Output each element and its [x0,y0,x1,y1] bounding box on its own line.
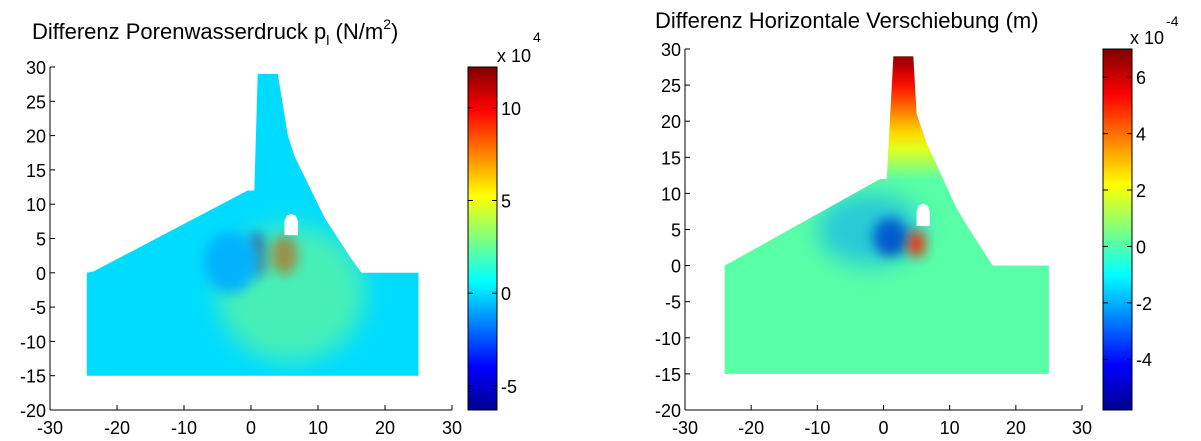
y-tick-label: -10 [655,329,681,349]
y-tick-label: 15 [26,161,46,181]
chart-left-colorbar-multiplier: x 104 [497,29,541,66]
chart-left-title: Differenz Porenwasserdruck pl (N/m2) [32,16,398,48]
x-tick-label: -30 [672,418,698,438]
crest-fade [724,178,1049,197]
x-tick-label: 30 [442,418,462,438]
chart-left: Differenz Porenwasserdruck pl (N/m2) -30… [20,16,541,438]
y-tick-label: 0 [671,257,681,277]
y-tick-label: 0 [36,264,46,284]
y-tick-label: -15 [655,365,681,385]
y-tick-label: 10 [661,184,681,204]
chart-right-colorbar-ticks: -4 -2 0 2 4 6 [1103,68,1152,370]
y-tick-label: 15 [661,148,681,168]
chart-right: Differenz Horizontale Verschiebung (m) -… [655,8,1179,438]
gallery-opening [284,213,298,236]
x-tick-label: 0 [246,418,256,438]
y-tick-label: 30 [26,58,46,78]
colorbar-tick-label: -5 [501,377,517,397]
y-tick-label: -20 [655,401,681,421]
y-tick-label: 30 [661,40,681,60]
colorbar-tick-label: 0 [501,284,511,304]
x-tick-label: 10 [940,418,960,438]
y-tick-label: -5 [665,293,681,313]
colorbar-tick-label: -2 [1136,294,1152,314]
y-tick-label: 25 [661,76,681,96]
colorbar-tick-label: 5 [501,191,511,211]
x-tick-label: 30 [1072,418,1092,438]
field-anomaly [817,193,924,266]
y-tick-label: -5 [30,298,46,318]
x-tick-label: -30 [37,418,63,438]
x-tick-label: -20 [104,418,130,438]
gallery-opening [916,203,930,226]
chart-left-colorbar-frame [467,66,498,411]
x-tick-label: 20 [1006,418,1026,438]
y-tick-label: 5 [671,221,681,241]
y-tick-label: -20 [20,401,46,421]
colorbar-tick-label: 0 [1136,237,1146,257]
y-tick-label: 20 [26,127,46,147]
field-anomaly [907,230,926,257]
chart-right-colorbar [1103,49,1132,410]
chart-right-title: Differenz Horizontale Verschiebung (m) [655,8,1039,33]
field-anomaly [204,231,258,294]
chart-right-colorbar-frame [1102,48,1133,411]
y-tick-label: -10 [20,332,46,352]
y-tick-label: 25 [26,92,46,112]
x-tick-label: 20 [375,418,395,438]
y-tick-label: 5 [36,230,46,250]
x-tick-label: -20 [738,418,764,438]
x-tick-label: -10 [171,418,197,438]
chart-left-field [86,73,419,376]
y-tick-label: 10 [26,195,46,215]
colorbar-tick-label: 2 [1136,181,1146,201]
colorbar-tick-label: 10 [501,99,521,119]
x-tick-label: 0 [878,418,888,438]
y-tick-label: -15 [20,367,46,387]
colorbar-tick-label: 4 [1136,125,1146,145]
colorbar-tick-label: 6 [1136,68,1146,88]
x-tick-label: -10 [804,418,830,438]
x-tick-label: 10 [308,418,328,438]
chart-left-colorbar [468,67,497,410]
chart-left-colorbar-ticks: -5 0 5 10 [468,99,521,397]
chart-right-colorbar-multiplier: x 10-4 [1130,13,1179,48]
y-tick-label: 20 [661,112,681,132]
colorbar-tick-label: -4 [1136,350,1152,370]
crest-gradient [724,56,1049,179]
chart-right-field [724,56,1049,374]
